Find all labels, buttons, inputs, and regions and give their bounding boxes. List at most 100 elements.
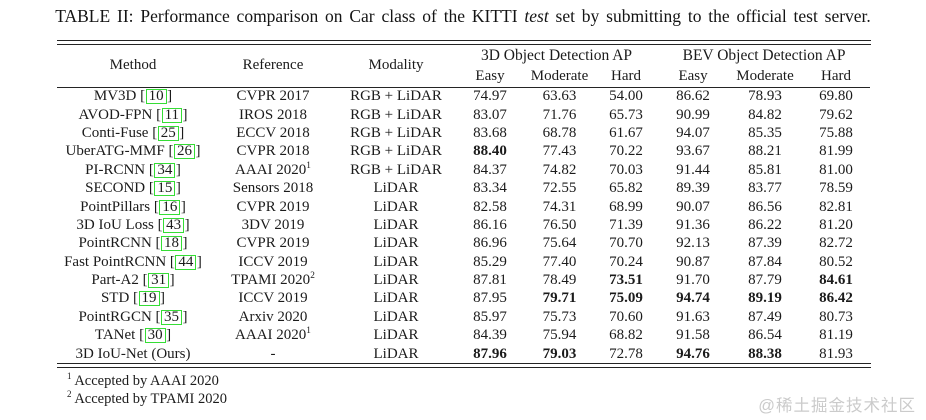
table-row: PI-RCNN [34] AAAI 20201 RGB + LiDAR 84.37 74… (57, 161, 870, 179)
caption-italic-word: test (524, 6, 549, 26)
citation-link[interactable]: 43 (163, 217, 185, 233)
citation-link[interactable]: 11 (161, 107, 183, 123)
ap-value-cell: 86.42 (819, 290, 853, 307)
ap-value-cell: 74.31 (542, 198, 577, 215)
ap-value-cell: 77.40 (542, 253, 577, 270)
ap-value-cell: 80.52 (819, 253, 853, 270)
ap-value-cell: 54.00 (609, 88, 643, 105)
col-header-modality: Modality (368, 57, 424, 74)
subheader-3d-hard: Hard (611, 67, 642, 84)
ap-value-cell: 68.99 (609, 198, 643, 215)
citation-link[interactable]: 26 (173, 144, 195, 160)
method-cell: PointRGCN [35] (78, 308, 188, 325)
reference-cell: Sensors 2018 (232, 180, 314, 197)
ap-value-cell: 70.24 (609, 253, 643, 270)
ap-value-cell: 68.82 (609, 327, 643, 344)
ap-value-cell: 85.35 (748, 124, 782, 141)
method-cell: 3D IoU-Net (Ours) (75, 345, 191, 362)
ap-value-cell: 79.62 (819, 106, 853, 123)
citation-link[interactable]: 15 (154, 181, 176, 197)
citation-link[interactable]: 18 (161, 236, 183, 252)
method-cell: Fast PointRCNN [44] (64, 253, 202, 270)
citation-link[interactable]: 19 (138, 291, 160, 307)
ap-value-cell: 71.39 (609, 216, 643, 233)
ap-value-cell: 83.68 (473, 124, 507, 141)
ap-value-cell: 72.78 (609, 345, 643, 362)
ap-value-cell: 70.03 (609, 161, 643, 178)
ap-value-cell: 81.19 (819, 327, 853, 344)
ap-value-cell: 70.22 (609, 143, 643, 160)
reference-cell: - (270, 345, 276, 362)
subheader-bev-hard: Hard (821, 67, 852, 84)
footnotes: 1 Accepted by AAAI 2020 2 Accepted by TPA… (67, 372, 871, 408)
footnote-marker: 2 (310, 271, 315, 282)
citation-link[interactable]: 34 (154, 162, 176, 178)
ap-value-cell: 86.54 (748, 327, 782, 344)
ap-value-cell: 94.74 (676, 290, 710, 307)
ap-value-cell: 87.49 (748, 308, 782, 325)
method-cell: MV3D [10] (93, 88, 173, 105)
reference-cell: CVPR 2019 (236, 235, 310, 252)
ap-value-cell: 89.19 (748, 290, 782, 307)
ap-value-cell: 78.59 (819, 180, 853, 197)
ap-value-cell: 92.13 (676, 235, 710, 252)
ap-value-cell: 63.63 (542, 88, 577, 105)
ap-value-cell: 84.39 (473, 327, 507, 344)
ap-value-cell: 71.76 (542, 106, 577, 123)
ap-value-cell: 91.63 (676, 308, 710, 325)
table-row: TANet [30] AAAI 20201 LiDAR 84.39 75.94 68.82… (57, 327, 870, 345)
subheader-3d-easy: Easy (475, 67, 505, 84)
modality-cell: LiDAR (373, 253, 419, 270)
reference-cell: AAAI 20201 (235, 326, 311, 344)
top-rule (57, 40, 871, 45)
ap-value-cell: 68.78 (542, 124, 577, 141)
ap-value-cell: 90.99 (676, 106, 710, 123)
subheader-3d-moderate: Moderate (530, 67, 589, 84)
ap-value-cell: 61.67 (609, 124, 643, 141)
ap-value-cell: 85.81 (748, 161, 782, 178)
table-row: Fast PointRCNN [44] ICCV 2019 LiDAR 85.29 77… (57, 253, 870, 271)
citation-link[interactable]: 30 (144, 328, 166, 344)
citation-link[interactable]: 31 (148, 273, 170, 289)
citation-link[interactable]: 44 (175, 254, 197, 270)
ap-value-cell: 75.94 (542, 327, 577, 344)
ap-value-cell: 86.62 (676, 88, 710, 105)
ap-value-cell: 87.39 (748, 235, 782, 252)
table-row: MV3D [10] CVPR 2017 RGB + LiDAR 74.97 63.63 5… (57, 87, 870, 106)
modality-cell: LiDAR (373, 180, 419, 197)
ap-value-cell: 76.50 (542, 216, 577, 233)
table-row: 3D IoU Loss [43] 3DV 2019 LiDAR 86.16 76.50 7… (57, 216, 870, 234)
ap-value-cell: 81.00 (819, 161, 853, 178)
results-table-block: Method Reference Modality 3D Object Dete… (57, 40, 871, 408)
ap-value-cell: 83.34 (473, 180, 507, 197)
citation-link[interactable]: 35 (161, 309, 183, 325)
modality-cell: LiDAR (373, 198, 419, 215)
citation-link[interactable]: 16 (159, 199, 181, 215)
table-row: Conti-Fuse [25] ECCV 2018 RGB + LiDAR 83.68… (57, 124, 870, 142)
col-group-bev-ap: BEV Object Detection AP (682, 46, 846, 64)
ap-value-cell: 84.82 (748, 106, 782, 123)
ap-value-cell: 74.97 (473, 88, 507, 105)
footnote-marker: 1 (306, 160, 311, 171)
ap-value-cell: 88.21 (748, 143, 782, 160)
ap-value-cell: 94.76 (676, 345, 710, 362)
table-row: Part-A2 [31] TPAMI 20202 LiDAR 87.81 78.49 73… (57, 271, 870, 289)
ap-value-cell: 94.07 (676, 124, 710, 141)
ap-value-cell: 89.39 (676, 180, 710, 197)
ap-value-cell: 78.49 (542, 272, 577, 289)
citation-link[interactable]: 10 (145, 89, 167, 105)
ap-value-cell: 87.79 (748, 272, 782, 289)
table-row: PointRGCN [35] Arxiv 2020 LiDAR 85.97 75.73 7… (57, 308, 870, 326)
ap-value-cell: 83.07 (473, 106, 507, 123)
method-cell: PI-RCNN [34] (85, 161, 181, 178)
method-cell: SECOND [15] (85, 180, 181, 197)
citation-link[interactable]: 25 (157, 125, 179, 141)
ap-value-cell: 78.93 (748, 88, 782, 105)
method-cell: Conti-Fuse [25] (81, 124, 185, 141)
ap-value-cell: 93.67 (676, 143, 710, 160)
footnote-marker: 1 (306, 326, 311, 337)
table-body: MV3D [10] CVPR 2017 RGB + LiDAR 74.97 63.63 5… (57, 87, 870, 363)
ap-value-cell: 75.09 (609, 290, 643, 307)
ap-value-cell: 82.81 (819, 198, 853, 215)
